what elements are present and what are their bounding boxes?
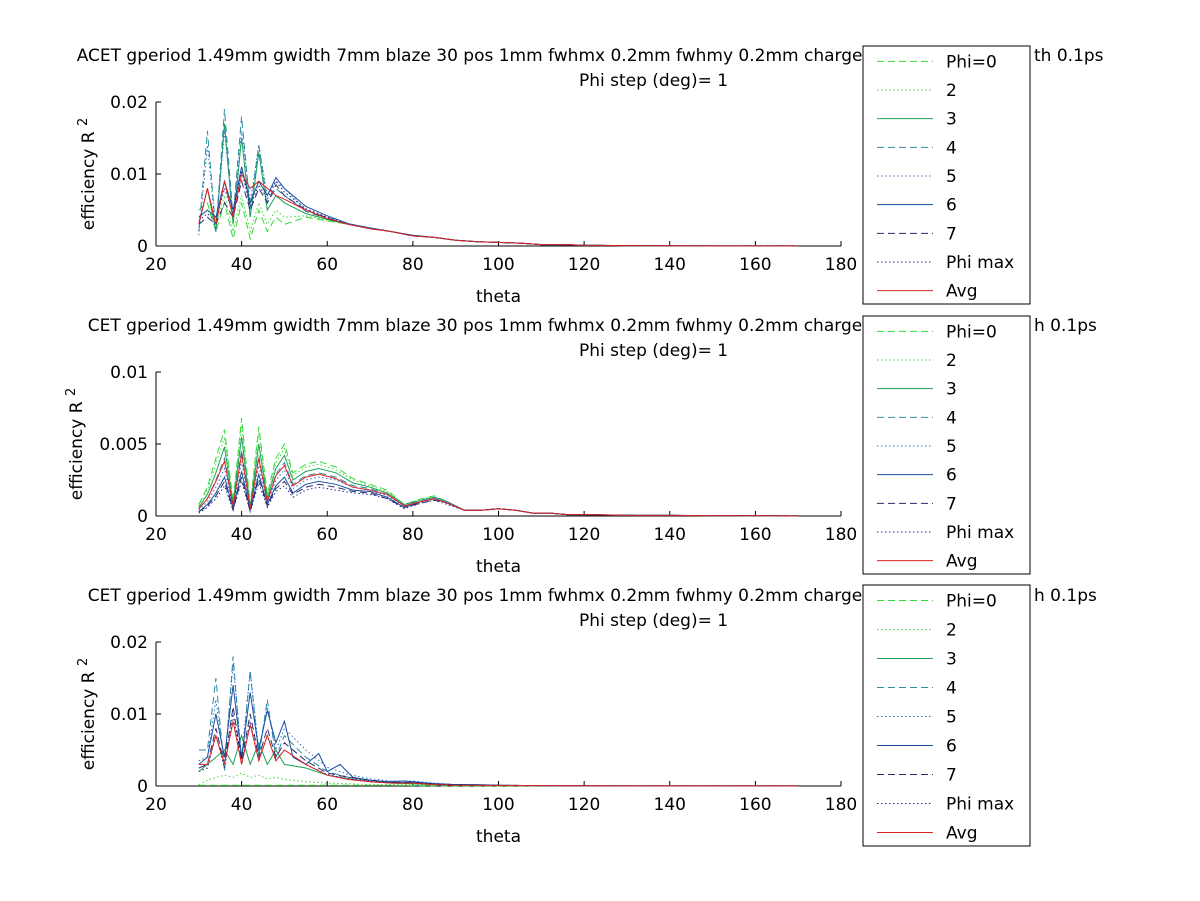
x-tick-label: 140 xyxy=(654,795,686,815)
y-tick-label: 0.01 xyxy=(110,363,148,383)
legend-entry: 3 xyxy=(946,380,957,400)
legend-entry: Phi=0 xyxy=(946,52,997,72)
legend-entry: 2 xyxy=(946,351,957,371)
subplot-3: CET gperiod 1.49mm gwidth 7mm blaze 30 p… xyxy=(76,584,1097,847)
y-tick-label: 0 xyxy=(137,507,148,527)
legend-entry: Phi=0 xyxy=(946,592,997,612)
x-tick-label: 40 xyxy=(231,255,253,275)
subplot-subtitle: Phi step (deg)= 1 xyxy=(579,611,728,631)
x-axis-label: theta xyxy=(476,557,521,577)
y-tick-label: 0.01 xyxy=(110,705,148,725)
series-line-2 xyxy=(198,425,799,517)
subplot-2: CET gperiod 1.49mm gwidth 7mm blaze 30 p… xyxy=(64,315,1097,577)
x-tick-label: 100 xyxy=(482,525,514,545)
subplot-subtitle: Phi step (deg)= 1 xyxy=(579,71,728,91)
x-tick-label: 140 xyxy=(654,525,686,545)
x-tick-label: 120 xyxy=(568,525,600,545)
legend-entry: 6 xyxy=(946,466,957,486)
x-tick-label: 20 xyxy=(145,255,167,275)
x-tick-label: 60 xyxy=(316,795,338,815)
x-tick-label: 160 xyxy=(739,795,771,815)
subplot-1: ACET gperiod 1.49mm gwidth 7mm blaze 30 … xyxy=(76,45,1104,307)
legend-entry: Phi max xyxy=(946,795,1014,815)
y-axis-label: efficiency R 2 xyxy=(76,658,99,771)
x-tick-label: 80 xyxy=(402,525,424,545)
x-tick-label: 40 xyxy=(231,525,253,545)
series-line-5 xyxy=(198,461,799,517)
legend-box xyxy=(862,584,1031,847)
legend-entry: 7 xyxy=(946,494,957,514)
x-tick-label: 80 xyxy=(402,795,424,815)
series-line-9 xyxy=(198,454,799,517)
y-tick-label: 0.02 xyxy=(110,633,148,653)
x-tick-label: 80 xyxy=(402,255,424,275)
subplot-subtitle: Phi step (deg)= 1 xyxy=(579,341,728,361)
subplot-title: CET gperiod 1.49mm gwidth 7mm blaze 30 p… xyxy=(88,586,889,606)
x-tick-label: 100 xyxy=(482,255,514,275)
legend-entry: 6 xyxy=(946,196,957,216)
legend-entry: Avg xyxy=(946,282,978,302)
x-axis-label: theta xyxy=(476,827,521,847)
legend-entry: 4 xyxy=(946,679,957,699)
x-tick-label: 100 xyxy=(482,795,514,815)
legend-entry: 5 xyxy=(946,167,957,187)
legend-entry: Phi=0 xyxy=(946,322,997,342)
legend-entry: 2 xyxy=(946,81,957,101)
subplot-title-tail: h 0.1ps xyxy=(1034,586,1097,606)
x-tick-label: 180 xyxy=(825,255,857,275)
x-tick-label: 140 xyxy=(654,255,686,275)
x-axis-label: theta xyxy=(476,287,521,307)
y-tick-label: 0.005 xyxy=(99,435,148,455)
legend-entry: 4 xyxy=(946,408,957,428)
x-tick-label: 160 xyxy=(739,255,771,275)
legend-entry: 5 xyxy=(946,708,957,728)
x-tick-label: 20 xyxy=(145,795,167,815)
y-tick-label: 0.01 xyxy=(110,165,148,185)
legend-entry: 3 xyxy=(946,110,957,130)
subplot-title-tail: h 0.1ps xyxy=(1034,316,1097,336)
x-tick-label: 120 xyxy=(568,795,600,815)
legend-entry: 2 xyxy=(946,621,957,641)
y-tick-label: 0 xyxy=(137,237,148,257)
legend-box xyxy=(862,45,1031,305)
y-axis-label-superscript: 2 xyxy=(76,658,91,666)
y-axis-label-superscript: 2 xyxy=(76,118,91,126)
x-tick-label: 60 xyxy=(316,255,338,275)
y-tick-label: 0 xyxy=(137,777,148,797)
legend-entry: Avg xyxy=(946,824,978,844)
y-axis-label-superscript: 2 xyxy=(64,388,79,396)
subplot-title: CET gperiod 1.49mm gwidth 7mm blaze 30 p… xyxy=(88,316,889,336)
series-line-9 xyxy=(198,721,799,787)
subplot-title-tail: th 0.1ps xyxy=(1034,46,1104,66)
legend-entry: Avg xyxy=(946,552,978,572)
series-line-7 xyxy=(198,476,799,517)
legend-entry: Phi max xyxy=(946,253,1014,273)
legend-box xyxy=(862,315,1031,575)
series-line-9 xyxy=(198,172,799,247)
y-axis-label: efficiency R 2 xyxy=(64,388,87,501)
legend-entry: 5 xyxy=(946,437,957,457)
legend-entry: Phi max xyxy=(946,523,1014,543)
x-tick-label: 160 xyxy=(739,525,771,545)
legend-entry: 7 xyxy=(946,766,957,786)
x-tick-label: 60 xyxy=(316,525,338,545)
subplot-title: ACET gperiod 1.49mm gwidth 7mm blaze 30 … xyxy=(77,46,901,66)
series-line-7 xyxy=(198,706,799,787)
legend-entry: 3 xyxy=(946,650,957,670)
x-tick-label: 180 xyxy=(825,525,857,545)
x-tick-label: 20 xyxy=(145,525,167,545)
legend-entry: 4 xyxy=(946,138,957,158)
series-line-5 xyxy=(198,663,799,787)
x-tick-label: 40 xyxy=(231,795,253,815)
x-tick-label: 180 xyxy=(825,795,857,815)
legend-entry: 6 xyxy=(946,737,957,757)
y-tick-label: 0.02 xyxy=(110,93,148,113)
y-axis-label: efficiency R 2 xyxy=(76,118,99,231)
x-tick-label: 120 xyxy=(568,255,600,275)
legend-entry: 7 xyxy=(946,224,957,244)
